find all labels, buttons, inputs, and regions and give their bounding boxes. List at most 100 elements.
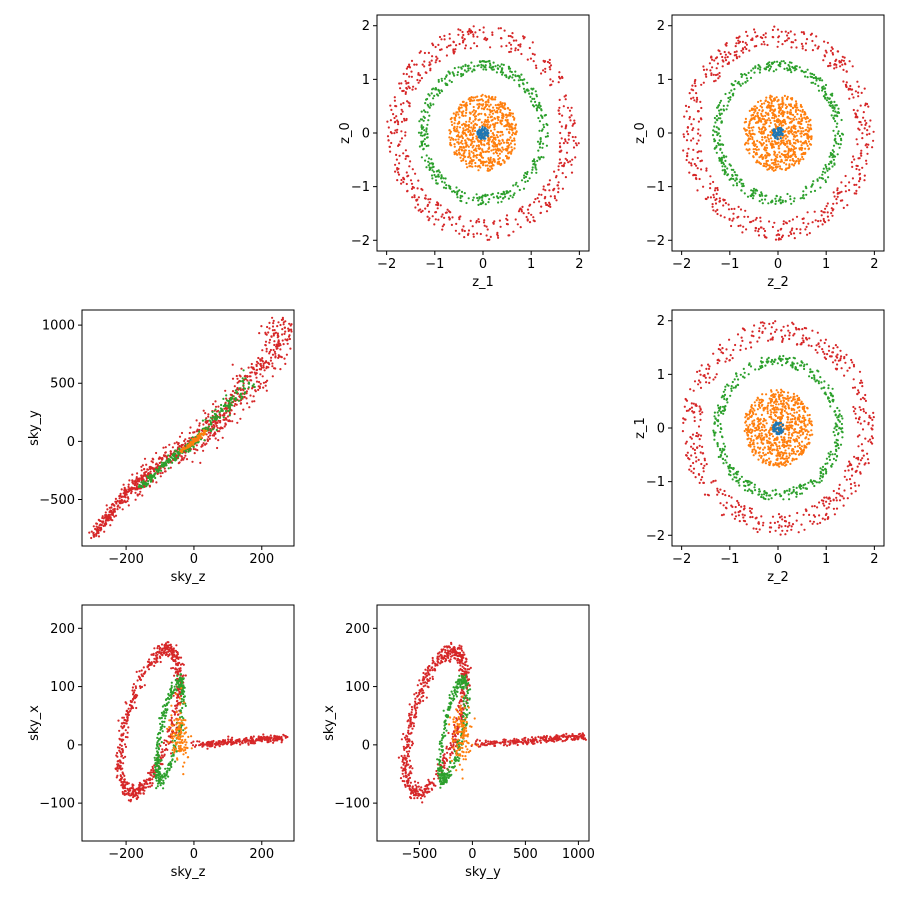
- scatter-point: [519, 226, 522, 229]
- scatter-point: [472, 144, 475, 147]
- scatter-point: [553, 187, 556, 190]
- scatter-point: [467, 69, 470, 72]
- scatter-point: [800, 115, 803, 118]
- scatter-point: [499, 110, 502, 114]
- scatter-point: [786, 525, 790, 528]
- scatter-point: [823, 496, 826, 499]
- scatter-point: [810, 344, 813, 348]
- scatter-point: [543, 60, 546, 64]
- scatter-point: [522, 83, 525, 86]
- scatter-point: [740, 189, 743, 192]
- scatter-point: [558, 142, 562, 145]
- scatter-point: [492, 148, 495, 151]
- scatter-point: [777, 40, 780, 43]
- scatter-point: [809, 368, 812, 371]
- scatter-point: [787, 131, 790, 134]
- scatter-point: [696, 370, 699, 373]
- scatter-point: [825, 167, 828, 170]
- scatter-point: [807, 481, 810, 484]
- scatter-point: [859, 408, 862, 411]
- scatter-point: [793, 197, 796, 200]
- scatter-point: [490, 67, 493, 70]
- scatter-point: [735, 178, 738, 181]
- scatter-point: [509, 50, 512, 53]
- scatter-point: [771, 116, 774, 119]
- scatter-point: [568, 131, 572, 134]
- scatter-point: [486, 118, 489, 122]
- scatter-point: [453, 126, 456, 129]
- scatter-point: [442, 186, 446, 189]
- scatter-point: [496, 233, 499, 236]
- scatter-point: [817, 382, 821, 385]
- scatter-point: [534, 64, 538, 67]
- scatter-point: [711, 205, 714, 208]
- scatter-point: [755, 44, 758, 48]
- scatter-point: [468, 29, 471, 33]
- scatter-point: [427, 157, 431, 160]
- scatter-point: [426, 123, 429, 126]
- scatter-point: [457, 151, 461, 154]
- scatter-point: [865, 133, 869, 136]
- scatter-point: [538, 120, 542, 123]
- scatter-point: [770, 526, 773, 529]
- scatter-point: [394, 163, 397, 166]
- scatter-point: [511, 139, 514, 142]
- scatter-point: [752, 194, 755, 197]
- scatter-point: [461, 137, 464, 140]
- scatter-point: [689, 464, 692, 468]
- scatter-point: [500, 67, 504, 70]
- scatter-point: [442, 177, 445, 180]
- scatter-point: [574, 136, 577, 139]
- scatter-point: [804, 487, 807, 490]
- scatter-point: [438, 60, 441, 63]
- scatter-point: [455, 149, 458, 152]
- scatter-point: [396, 167, 399, 170]
- scatter-point: [459, 196, 462, 199]
- scatter-point: [431, 177, 434, 180]
- scatter-point: [420, 156, 423, 159]
- scatter-point: [839, 443, 843, 446]
- scatter-point: [728, 91, 731, 94]
- scatter-point: [722, 163, 726, 166]
- scatter-point: [754, 413, 758, 416]
- scatter-point: [732, 386, 735, 389]
- scatter-point: [501, 197, 505, 200]
- scatter-point: [754, 226, 757, 230]
- scatter-point: [774, 442, 777, 445]
- scatter-point: [462, 33, 465, 37]
- scatter-point: [522, 187, 526, 190]
- scatter-point: [812, 76, 815, 80]
- scatter-point: [719, 430, 722, 434]
- scatter-point: [739, 224, 742, 227]
- scatter-point: [496, 136, 499, 139]
- scatter-point: [420, 131, 423, 134]
- scatter-point: [829, 391, 832, 395]
- scatter-point: [728, 463, 732, 467]
- scatter-point: [776, 28, 780, 31]
- scatter-point: [838, 483, 841, 486]
- scatter-point: [814, 76, 817, 80]
- scatter-point: [835, 198, 838, 201]
- scatter-point: [518, 188, 521, 192]
- scatter-point: [479, 134, 482, 137]
- scatter-point: [437, 218, 440, 221]
- scatter-point: [763, 148, 766, 151]
- scatter-point: [510, 128, 513, 131]
- scatter-point: [720, 514, 724, 517]
- scatter-point: [741, 185, 744, 188]
- scatter-point: [513, 139, 516, 142]
- scatter-point: [858, 128, 861, 131]
- scatter-point: [745, 74, 748, 77]
- scatter-point: [779, 533, 782, 536]
- scatter-point: [741, 513, 744, 516]
- scatter-point: [839, 65, 842, 68]
- scatter-point: [721, 405, 725, 408]
- scatter-point: [777, 127, 780, 130]
- scatter-point: [738, 484, 741, 487]
- scatter-point: [428, 162, 431, 165]
- scatter-point: [716, 493, 719, 496]
- scatter-point: [696, 132, 700, 135]
- scatter-point: [749, 415, 752, 418]
- scatter-point: [765, 140, 768, 143]
- scatter-point: [515, 181, 518, 184]
